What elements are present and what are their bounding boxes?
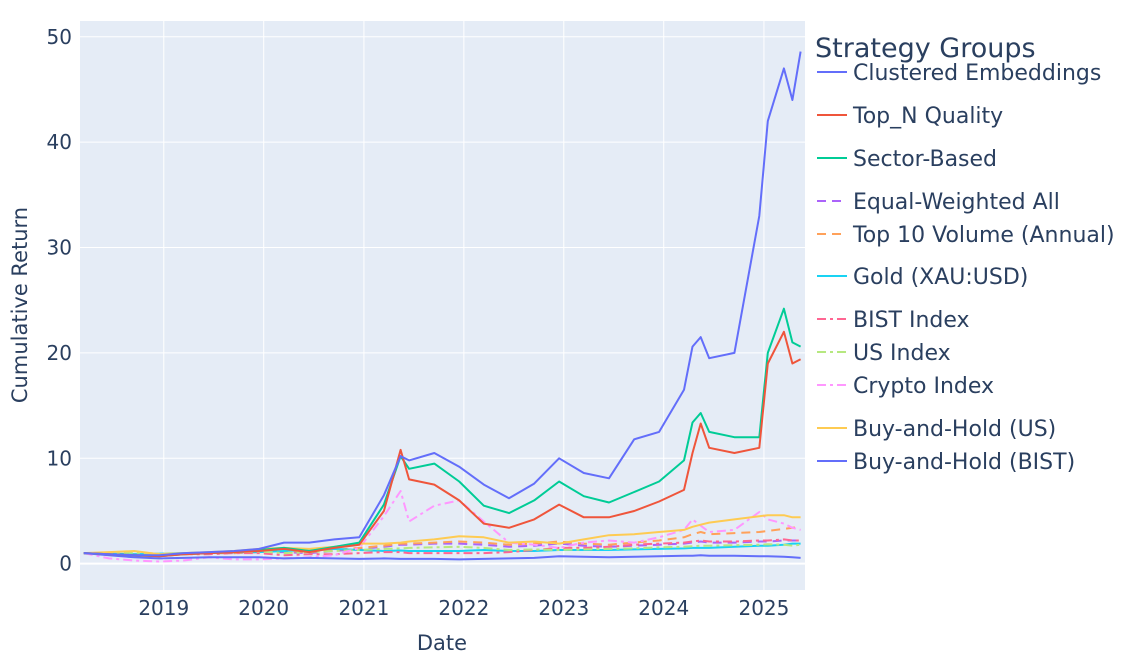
legend-label: Buy-and-Hold (BIST) (853, 450, 1075, 475)
x-tick-label: 2025 (738, 596, 789, 620)
legend-label: BIST Index (853, 308, 970, 333)
x-axis-title: Date (417, 631, 467, 655)
legend: Strategy Groups Clustered Embeddings Top_… (815, 33, 1115, 475)
x-tick-label: 2023 (538, 596, 589, 620)
y-axis-ticks: 0 10 20 30 40 50 (47, 25, 72, 576)
y-tick-label: 50 (47, 25, 72, 49)
legend-label: Sector-Based (853, 147, 997, 172)
series-lines (83, 51, 802, 563)
plot-area (80, 21, 805, 590)
legend-label: Gold (XAU:USD) (853, 265, 1028, 290)
y-tick-label: 40 (47, 130, 72, 154)
y-axis-title: Cumulative Return (8, 207, 32, 403)
legend-label: Top 10 Volume (Annual) (852, 223, 1115, 248)
legend-label: Top_N Quality (852, 104, 1003, 129)
y-tick-label: 0 (59, 552, 72, 576)
x-tick-label: 2021 (338, 596, 389, 620)
x-tick-label: 2024 (638, 596, 689, 620)
legend-label: Equal-Weighted All (853, 190, 1060, 215)
x-tick-label: 2020 (238, 596, 289, 620)
series-line-10 (83, 552, 801, 561)
y-tick-label: 20 (47, 341, 72, 365)
x-tick-label: 2022 (438, 596, 489, 620)
series-line-8 (83, 490, 801, 563)
legend-label: US Index (853, 341, 951, 366)
legend-label: Buy-and-Hold (US) (853, 417, 1056, 442)
x-axis-ticks: 2019 2020 2021 2022 2023 2024 2025 (138, 596, 789, 620)
y-tick-label: 10 (47, 446, 72, 470)
series-line-1 (83, 330, 802, 558)
legend-label: Crypto Index (853, 374, 994, 399)
x-tick-label: 2019 (138, 596, 189, 620)
series-line-0 (83, 51, 802, 557)
series-line-6 (83, 538, 801, 557)
y-tick-label: 30 (47, 236, 72, 260)
legend-label: Clustered Embeddings (853, 61, 1101, 86)
legend-title: Strategy Groups (815, 33, 1036, 64)
gridlines (80, 21, 805, 590)
